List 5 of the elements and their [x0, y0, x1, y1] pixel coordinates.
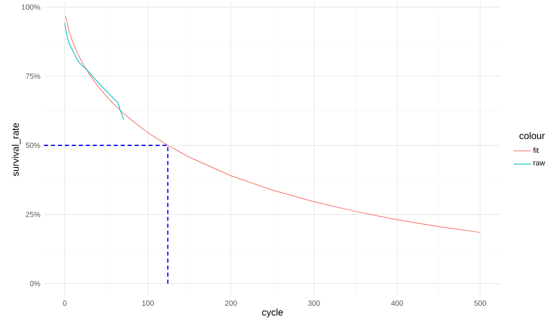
line-series [65, 16, 481, 233]
line-series [64, 22, 124, 120]
legend-title: colour [520, 132, 545, 140]
y-axis-title: survival_rate [12, 123, 20, 176]
x-axis-title: cycle [262, 308, 283, 318]
